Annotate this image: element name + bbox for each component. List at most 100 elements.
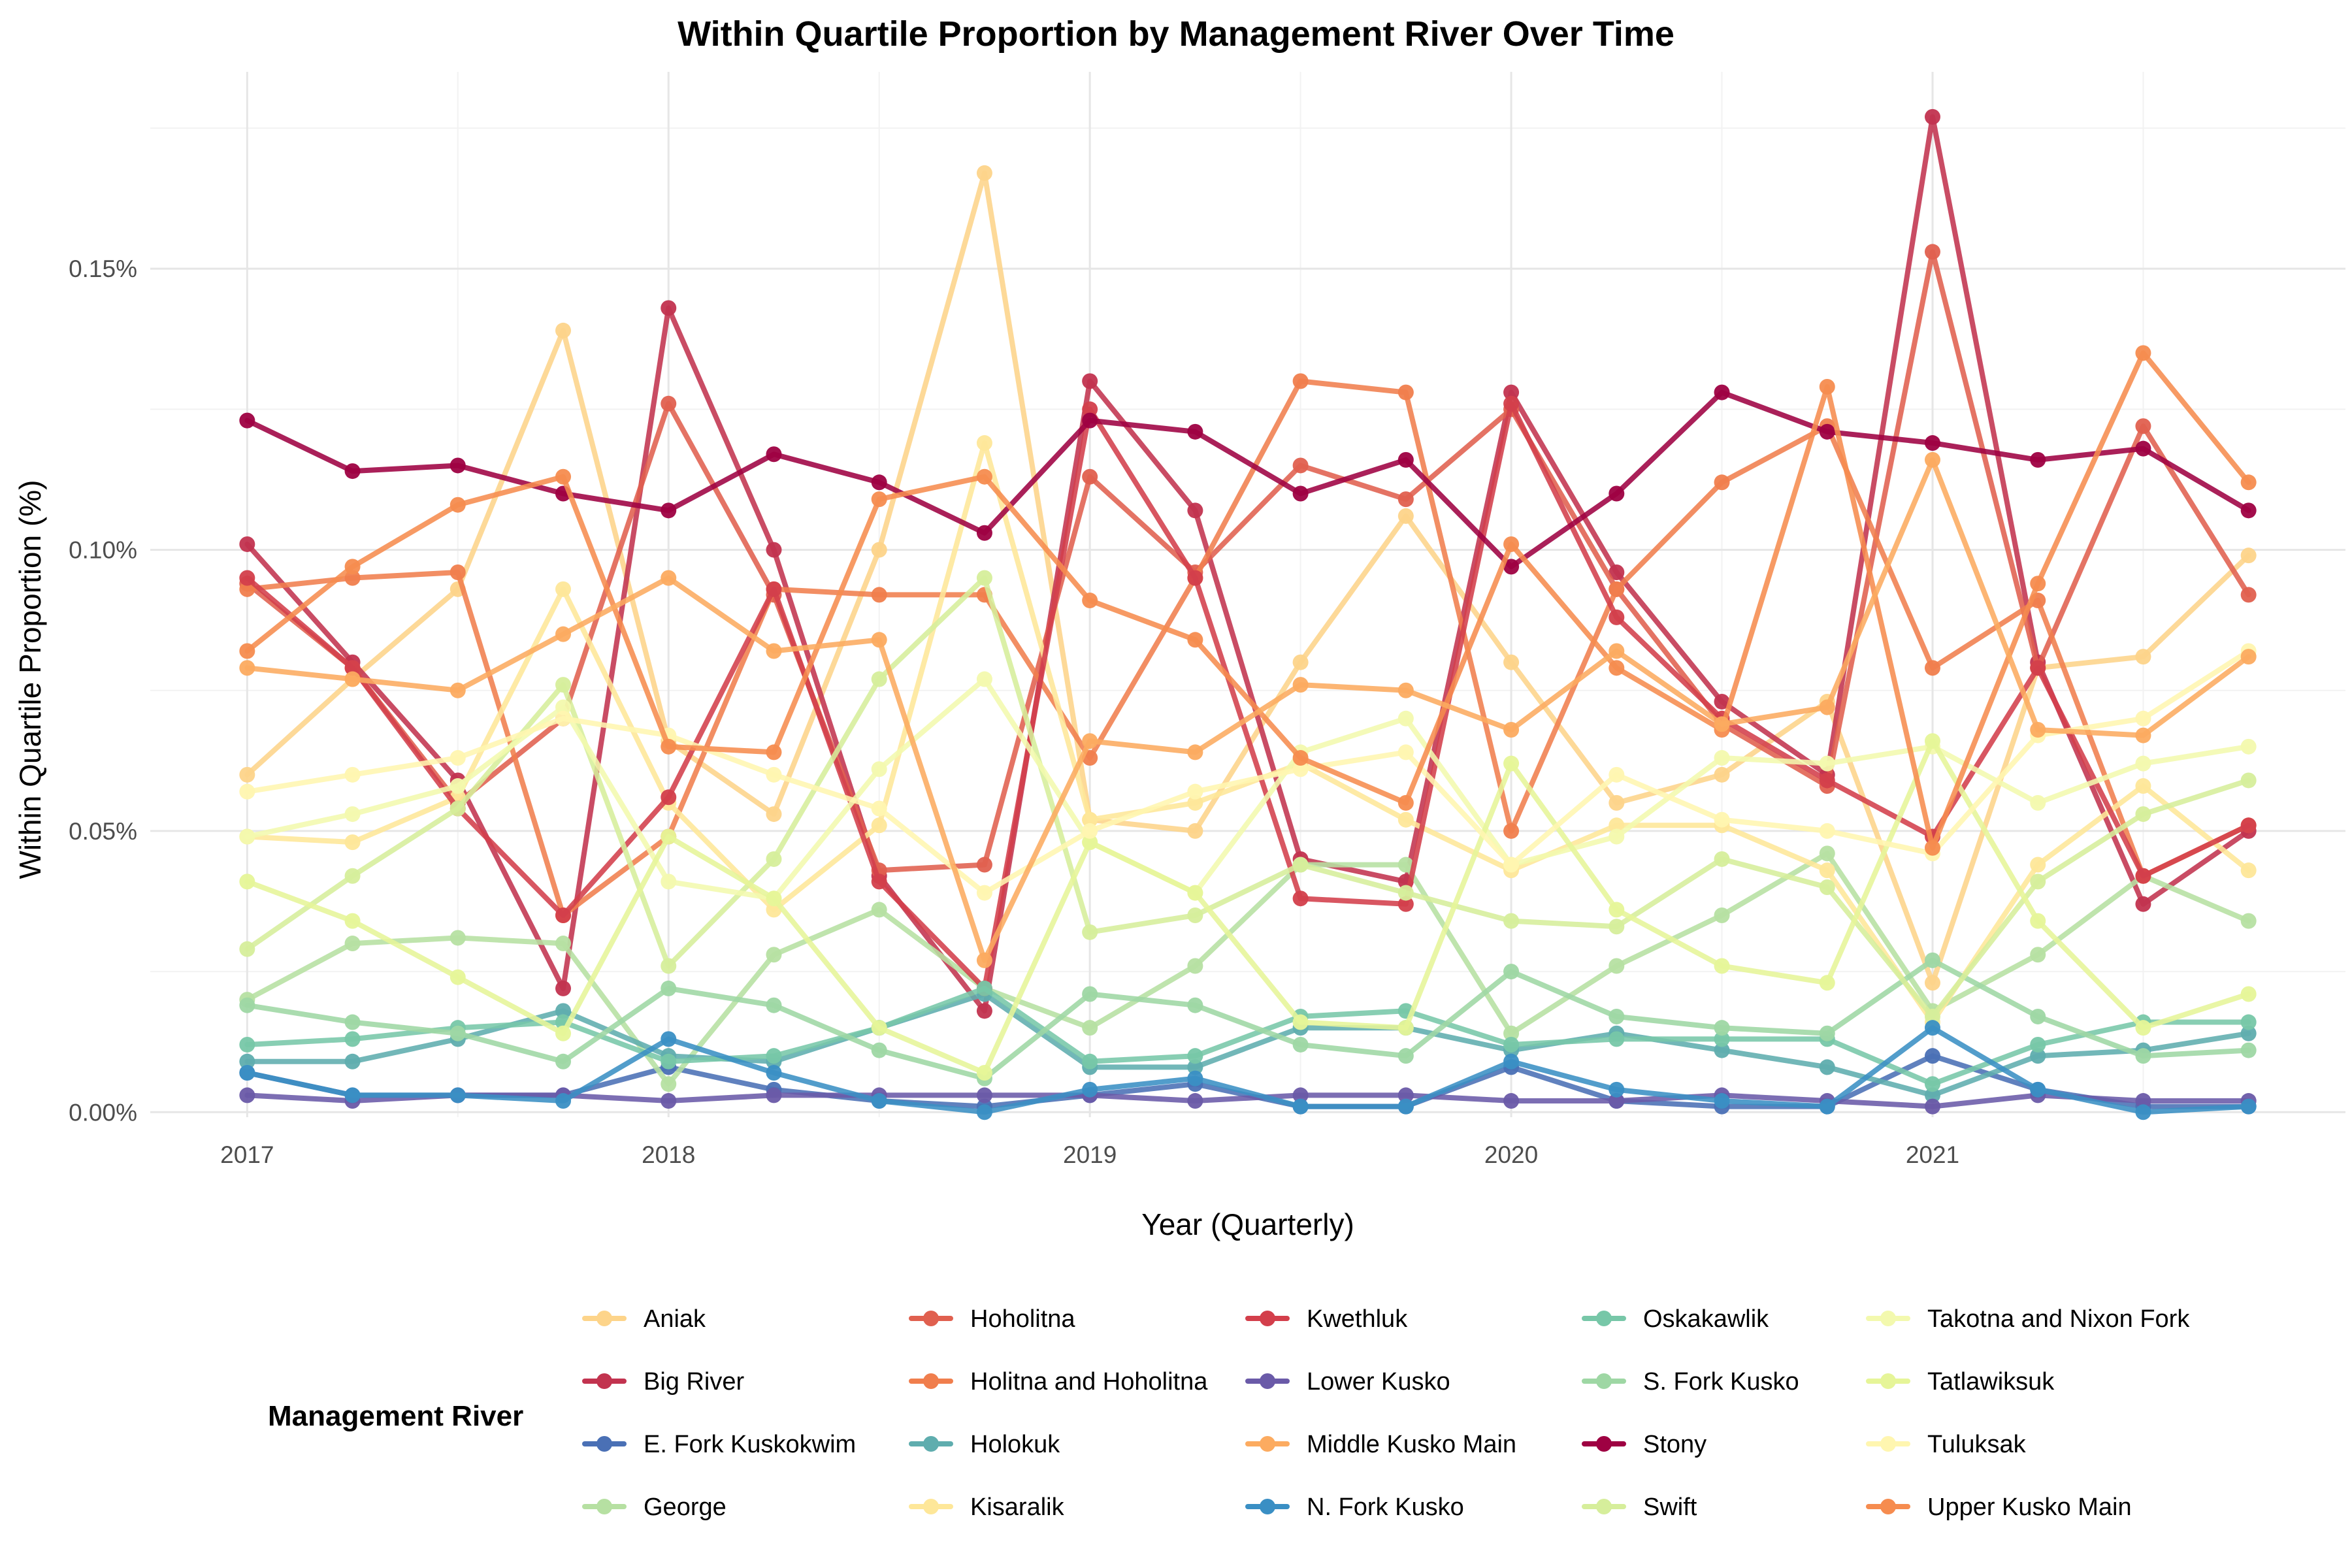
data-point <box>2240 547 2257 564</box>
y-tick-label: 0.15% <box>69 255 137 282</box>
legend-item: Kisaralik <box>909 1494 1065 1521</box>
data-point <box>1187 1093 1203 1109</box>
data-point <box>1819 879 1835 895</box>
data-point <box>344 1031 361 1047</box>
data-point <box>1609 660 1625 676</box>
legend-key-point <box>596 1311 612 1326</box>
legend-item: Takotna and Nixon Fork <box>1866 1305 2190 1333</box>
data-point <box>1819 772 1835 789</box>
data-point <box>976 165 992 181</box>
data-point <box>1292 485 1309 502</box>
data-point <box>1819 1059 1835 1075</box>
series-line <box>244 457 2251 963</box>
data-point <box>2240 649 2257 665</box>
data-point <box>239 1065 255 1081</box>
data-point <box>1397 682 1414 698</box>
series-tuluksak <box>239 643 2257 901</box>
data-point <box>555 468 572 485</box>
data-point <box>1819 845 1835 862</box>
data-point <box>1187 958 1203 974</box>
data-point <box>1714 1093 1730 1109</box>
axis-ticks: 2017 2018 2019 2020 2021 0.00% 0.05% 0.10% 0.15% <box>69 255 1959 1168</box>
legend-items: Aniak Big River E. Fork Kuskokwim George Hoh… <box>582 1305 2190 1521</box>
data-point <box>1503 964 1520 980</box>
data-point <box>1924 435 1940 451</box>
data-point <box>1292 1087 1309 1103</box>
data-point <box>1714 907 1730 924</box>
data-point <box>1187 885 1203 901</box>
data-point <box>555 677 572 693</box>
data-point <box>976 570 992 586</box>
data-point <box>1924 1008 1940 1024</box>
data-point <box>1924 1020 1940 1036</box>
data-point <box>344 1087 361 1103</box>
data-point <box>2030 1081 2046 1098</box>
data-point <box>1187 823 1203 839</box>
data-point <box>239 412 255 429</box>
data-point <box>871 587 887 603</box>
data-point <box>871 1020 887 1036</box>
data-point <box>555 322 572 338</box>
data-point <box>239 941 255 957</box>
series-group <box>239 108 2257 1120</box>
data-point <box>449 750 466 766</box>
x-axis-label: Year (Quarterly) <box>1141 1207 1354 1241</box>
data-point <box>2030 947 2046 963</box>
data-point <box>1187 570 1203 586</box>
legend-key-point <box>923 1311 939 1326</box>
data-point <box>344 806 361 823</box>
series-line <box>244 957 2251 1081</box>
data-point <box>2135 418 2151 434</box>
data-point <box>2030 857 2046 873</box>
legend-key-point <box>1260 1373 1275 1389</box>
series-line <box>244 851 2251 1087</box>
legend-label: Tuluksak <box>1927 1431 2027 1458</box>
data-point <box>871 474 887 491</box>
y-tick-label: 0.00% <box>69 1099 137 1126</box>
data-point <box>1609 1008 1625 1024</box>
data-point <box>976 1003 992 1019</box>
data-point <box>1503 536 1520 552</box>
legend-label: Stony <box>1643 1431 1707 1458</box>
data-point <box>766 744 782 760</box>
data-point <box>1292 1098 1309 1115</box>
data-point <box>1609 643 1625 659</box>
data-point <box>1924 975 1940 991</box>
data-point <box>661 1076 677 1092</box>
series-n-fork-kusko <box>239 1020 2257 1120</box>
data-point <box>2240 1025 2257 1041</box>
data-point <box>555 699 572 715</box>
legend-label: Kwethluk <box>1307 1305 1408 1333</box>
data-point <box>1397 451 1414 468</box>
data-point <box>2030 1036 2046 1053</box>
data-point <box>1292 457 1309 474</box>
data-point <box>1924 1098 1940 1115</box>
data-point <box>1082 986 1098 1002</box>
legend-key-point <box>1880 1373 1896 1389</box>
data-point <box>2030 451 2046 468</box>
legend-item: Swift <box>1582 1494 1697 1521</box>
data-point <box>1714 1020 1730 1036</box>
data-point <box>871 874 887 890</box>
data-point <box>766 997 782 1013</box>
data-point <box>344 1053 361 1070</box>
data-point <box>976 1065 992 1081</box>
data-point <box>344 570 361 586</box>
data-point <box>1609 919 1625 935</box>
data-point <box>1082 412 1098 429</box>
x-tick-label: 2019 <box>1063 1141 1117 1168</box>
data-point <box>1924 1076 1940 1092</box>
data-point <box>766 766 782 783</box>
data-point <box>2240 474 2257 491</box>
data-point <box>1714 384 1730 400</box>
data-point <box>1714 1042 1730 1058</box>
legend-label: Big River <box>644 1368 744 1396</box>
legend-key-point <box>1260 1311 1275 1326</box>
data-point <box>661 789 677 806</box>
data-point <box>239 1036 255 1053</box>
data-point <box>2240 913 2257 929</box>
data-point <box>1924 840 1940 856</box>
series-aniak <box>239 165 2257 991</box>
data-point <box>976 952 992 968</box>
data-point <box>1609 1031 1625 1047</box>
